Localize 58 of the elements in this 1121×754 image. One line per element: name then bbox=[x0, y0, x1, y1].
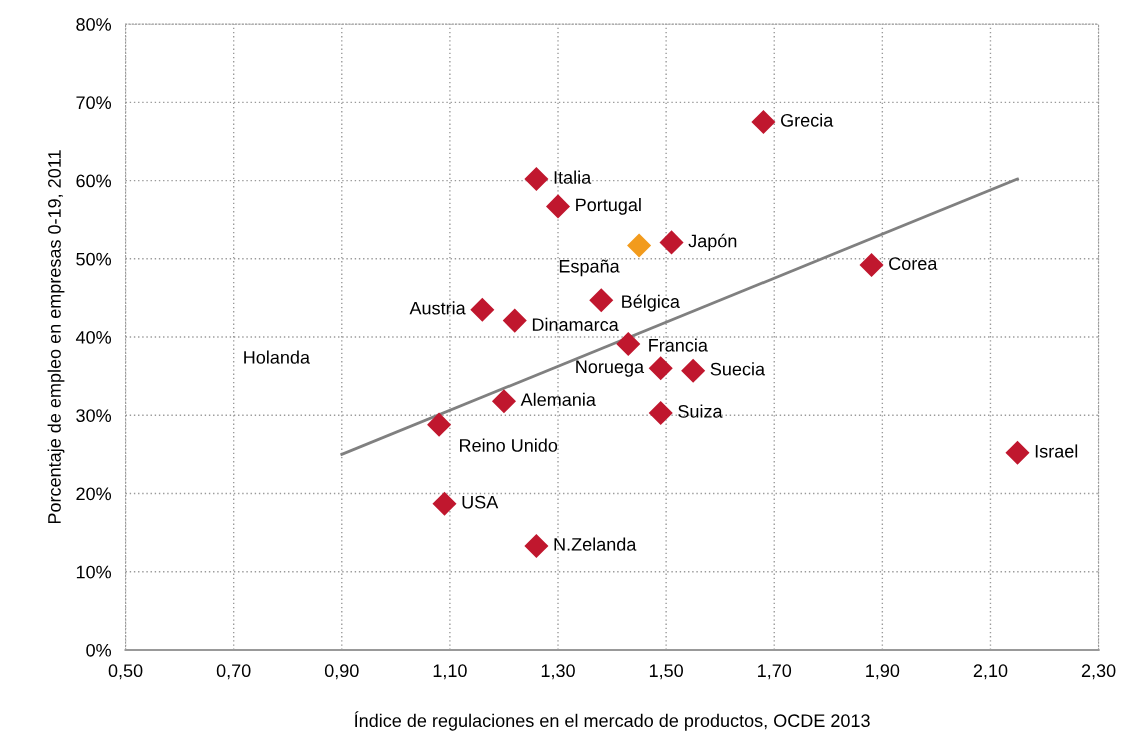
point bbox=[627, 233, 652, 258]
point bbox=[427, 412, 452, 437]
x-tick-label: 1,50 bbox=[649, 664, 683, 680]
x-tick-label: 2,10 bbox=[973, 664, 1008, 680]
annotation: Japón bbox=[688, 233, 737, 251]
x-tick-label: 2,30 bbox=[1081, 664, 1116, 680]
x-tick-label: 1,10 bbox=[433, 664, 467, 680]
y-tick-label: 20% bbox=[76, 487, 112, 501]
y-tick-label: 80% bbox=[76, 18, 112, 31]
x-tick-label: 1,30 bbox=[541, 664, 575, 680]
y-tick-label: 0% bbox=[86, 643, 112, 657]
point bbox=[648, 400, 673, 425]
point bbox=[502, 308, 527, 333]
point bbox=[470, 297, 495, 322]
annotation: Suiza bbox=[678, 404, 723, 418]
annotation: Francia bbox=[649, 338, 708, 352]
point bbox=[432, 491, 457, 516]
x-tick-label: 1,90 bbox=[866, 664, 900, 680]
y-tick-label: 60% bbox=[76, 174, 112, 188]
annotation: Holanda bbox=[244, 350, 310, 364]
annotation: Noruega bbox=[576, 360, 645, 377]
point bbox=[1005, 440, 1030, 465]
annotation: Suecia bbox=[710, 362, 766, 376]
annotation: Grecia bbox=[781, 113, 834, 127]
x-axis-title: Índice de regulaciones en el mercado de productos, OCDE 2013 bbox=[354, 711, 870, 731]
point bbox=[859, 253, 884, 278]
x-tick-label: 1,70 bbox=[758, 664, 792, 680]
annotation: Israel bbox=[1035, 444, 1078, 458]
y-tick-label: 70% bbox=[76, 96, 112, 110]
annotation: Portugal bbox=[576, 197, 641, 215]
point bbox=[545, 194, 571, 219]
point bbox=[524, 166, 549, 192]
x-tick-label: 0,50 bbox=[108, 664, 143, 680]
annotation: Bélgica bbox=[622, 294, 680, 312]
annotation: Austria bbox=[409, 301, 466, 315]
annotation: Corea bbox=[889, 257, 938, 270]
x-tick-label: 0,70 bbox=[216, 664, 251, 680]
annotation: Italia bbox=[554, 170, 592, 184]
y-tick-label: 40% bbox=[75, 330, 112, 344]
y-axis-title: Porcentaje de empleo en empresas 0-19, 2011 bbox=[47, 150, 65, 524]
point bbox=[589, 288, 614, 313]
annotation: N.Zelanda bbox=[554, 537, 637, 551]
point bbox=[648, 356, 673, 381]
point bbox=[751, 109, 776, 134]
annotation: Alemania bbox=[520, 392, 596, 407]
y-tick-label: 10% bbox=[76, 565, 112, 579]
annotation: España bbox=[559, 259, 620, 277]
annotation: Dinamarca bbox=[532, 317, 619, 332]
annotation: USA bbox=[462, 495, 499, 509]
point bbox=[616, 332, 641, 357]
y-tick-label: 30% bbox=[76, 409, 112, 422]
point bbox=[491, 389, 516, 414]
annotation: Reino Unido bbox=[460, 438, 558, 452]
x-tick-label: 0,90 bbox=[324, 664, 359, 680]
point bbox=[681, 358, 706, 383]
y-tick-label: 50% bbox=[76, 252, 112, 266]
point bbox=[659, 230, 684, 255]
point bbox=[524, 533, 549, 558]
